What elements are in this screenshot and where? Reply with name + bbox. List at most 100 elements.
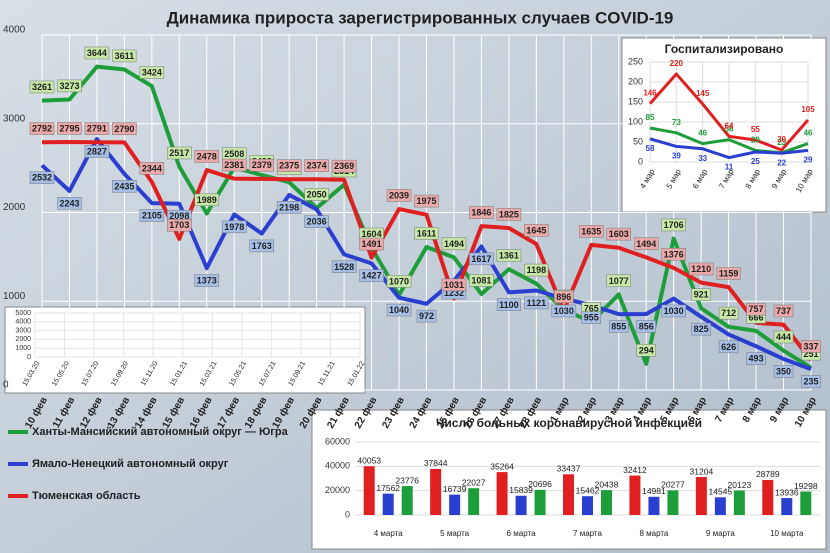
y-tick-label: 3000 bbox=[15, 327, 31, 334]
x-tick-label: 9 марта bbox=[706, 529, 735, 538]
data-label-box bbox=[84, 145, 110, 158]
data-label: 73 bbox=[672, 118, 681, 127]
data-label: 1040 bbox=[389, 305, 409, 315]
bar bbox=[800, 491, 812, 515]
data-label: 20123 bbox=[728, 480, 752, 490]
data-label-box bbox=[386, 303, 412, 317]
data-label: 3273 bbox=[59, 81, 79, 91]
data-label: 3611 bbox=[115, 51, 135, 61]
data-label-box bbox=[608, 320, 629, 333]
x-tick-label: 8 марта bbox=[639, 529, 668, 538]
data-label: 1121 bbox=[527, 298, 547, 308]
data-label: 3424 bbox=[142, 67, 162, 77]
data-label: 2791 bbox=[87, 124, 107, 134]
data-label-box bbox=[773, 365, 794, 378]
data-label-box bbox=[112, 122, 137, 136]
y-tick-label: 0 bbox=[638, 156, 643, 166]
data-label-box bbox=[636, 320, 656, 333]
legend-label: Ямало-Ненецкий автономный округ bbox=[32, 458, 229, 470]
data-label: 2790 bbox=[114, 124, 134, 134]
data-label-box bbox=[167, 218, 192, 232]
y-tick-label: 150 bbox=[628, 96, 643, 106]
series-line bbox=[649, 137, 809, 160]
data-label-box bbox=[416, 309, 437, 323]
data-label: 1030 bbox=[554, 306, 574, 316]
data-label-box bbox=[688, 262, 714, 276]
data-label-box bbox=[414, 227, 439, 240]
data-label: 2344 bbox=[142, 163, 162, 173]
data-label-box bbox=[414, 194, 439, 208]
data-label: 2435 bbox=[114, 181, 134, 191]
data-label-box bbox=[112, 180, 137, 193]
bar bbox=[733, 490, 745, 515]
data-label: 493 bbox=[749, 354, 764, 364]
data-label-box bbox=[718, 340, 739, 354]
data-label-box bbox=[249, 158, 274, 172]
data-label-box bbox=[718, 306, 739, 320]
data-label-box bbox=[84, 122, 110, 135]
data-label: 105 bbox=[801, 105, 815, 114]
bar bbox=[382, 493, 394, 515]
bar bbox=[401, 486, 413, 515]
data-label: 23776 bbox=[395, 475, 419, 485]
data-label-box bbox=[441, 278, 467, 292]
data-label: 33 bbox=[698, 154, 707, 163]
x-tick-label: 4 марта bbox=[374, 529, 403, 538]
data-label: 2508 bbox=[224, 149, 244, 159]
data-label-box bbox=[167, 146, 192, 160]
data-label: 444 bbox=[776, 332, 791, 342]
x-tick-label: 5 марта bbox=[440, 529, 469, 538]
data-label: 2532 bbox=[32, 173, 52, 183]
data-label: 19298 bbox=[794, 481, 818, 491]
hospital-panel bbox=[621, 37, 827, 213]
data-label-box bbox=[57, 79, 82, 93]
data-label: 40053 bbox=[357, 456, 381, 466]
data-label-box bbox=[29, 80, 55, 94]
data-label: 235 bbox=[803, 377, 818, 387]
bar bbox=[714, 497, 726, 515]
data-label: 64 bbox=[725, 122, 734, 131]
data-label: 39 bbox=[672, 152, 681, 161]
data-label: 58 bbox=[646, 144, 655, 153]
y-tick-label: 4000 bbox=[3, 25, 26, 36]
data-label: 31204 bbox=[690, 466, 714, 476]
data-label-box bbox=[249, 239, 274, 253]
data-label: 32412 bbox=[623, 465, 647, 475]
data-label: 712 bbox=[721, 308, 736, 318]
data-label: 56 bbox=[725, 125, 734, 134]
data-label: 1077 bbox=[609, 276, 629, 286]
bar bbox=[781, 498, 793, 515]
data-label-box bbox=[221, 220, 247, 234]
data-label-box bbox=[29, 171, 55, 184]
data-label-box bbox=[606, 227, 632, 241]
data-label-box bbox=[524, 296, 549, 310]
data-label: 22 bbox=[777, 158, 786, 167]
data-label: 1373 bbox=[197, 276, 217, 286]
data-label-box bbox=[581, 311, 602, 324]
data-label: 3644 bbox=[87, 48, 107, 58]
data-label: 1706 bbox=[664, 220, 684, 230]
data-label: 1494 bbox=[444, 239, 464, 249]
data-label-box bbox=[139, 162, 165, 175]
bar bbox=[534, 489, 546, 515]
bar bbox=[582, 496, 593, 515]
data-label-box bbox=[469, 252, 494, 266]
data-label: 2050 bbox=[307, 189, 327, 199]
data-label-box bbox=[773, 304, 794, 318]
data-label: 55 bbox=[751, 125, 760, 134]
data-label-box bbox=[636, 344, 656, 357]
data-label: 1617 bbox=[471, 254, 491, 264]
data-label: 1081 bbox=[471, 275, 491, 285]
y-tick-label: 40000 bbox=[325, 461, 350, 471]
data-label-box bbox=[773, 330, 794, 344]
data-label: 1427 bbox=[362, 271, 382, 281]
data-label: 29 bbox=[751, 136, 760, 145]
series-line bbox=[648, 72, 810, 152]
data-label-box bbox=[801, 340, 821, 353]
bar bbox=[762, 479, 774, 515]
bar bbox=[695, 477, 707, 515]
data-label-box bbox=[57, 122, 82, 135]
y-tick-label: 250 bbox=[628, 56, 643, 66]
y-tick-label: 0 bbox=[3, 380, 9, 391]
data-label: 955 bbox=[584, 313, 599, 323]
